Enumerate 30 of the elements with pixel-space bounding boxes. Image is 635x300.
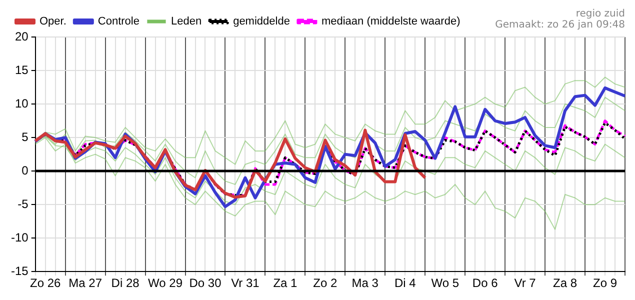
x-tick-label: Za 1 xyxy=(273,276,298,290)
legend-label: gemiddelde xyxy=(233,16,290,28)
x-tick-label: Vr 7 xyxy=(514,276,536,290)
x-tick-label: Zo 2 xyxy=(313,276,338,290)
legend-label: Leden xyxy=(170,16,202,28)
x-tick-label: Di 28 xyxy=(111,276,140,290)
x-tick-label: Ma 27 xyxy=(68,276,102,290)
text: regio zuid xyxy=(576,8,625,20)
x-tick-label: Do 6 xyxy=(472,276,498,290)
x-tick-label: Di 4 xyxy=(394,276,416,290)
x-tick-label: Ma 3 xyxy=(352,276,379,290)
x-tick-label: Wo 29 xyxy=(148,276,183,290)
x-tick-label: Do 30 xyxy=(189,276,222,290)
legend-label: Oper. xyxy=(40,16,66,28)
x-tick-label: Za 8 xyxy=(553,276,578,290)
legend-label: mediaan (middelste waarde) xyxy=(321,16,460,28)
x-tick-label: Zo 9 xyxy=(593,276,618,290)
y-tick-label: -15 xyxy=(11,264,29,278)
legend-label: Controle xyxy=(98,16,140,28)
y-tick-label: 10 xyxy=(14,96,29,110)
y-tick-label: 20 xyxy=(14,29,29,44)
x-tick-label: Wo 5 xyxy=(431,276,460,290)
y-tick-label: 5 xyxy=(22,130,29,144)
y-tick-label: -10 xyxy=(11,230,29,244)
y-tick-label: 0 xyxy=(22,163,29,178)
y-tick-label: -5 xyxy=(18,196,29,211)
x-tick-label: Zo 26 xyxy=(30,276,62,290)
x-tick-label: Vr 31 xyxy=(231,276,260,290)
y-tick-label: 15 xyxy=(14,62,29,77)
text: Gemaakt: zo 26 jan 09:48 xyxy=(495,20,625,31)
